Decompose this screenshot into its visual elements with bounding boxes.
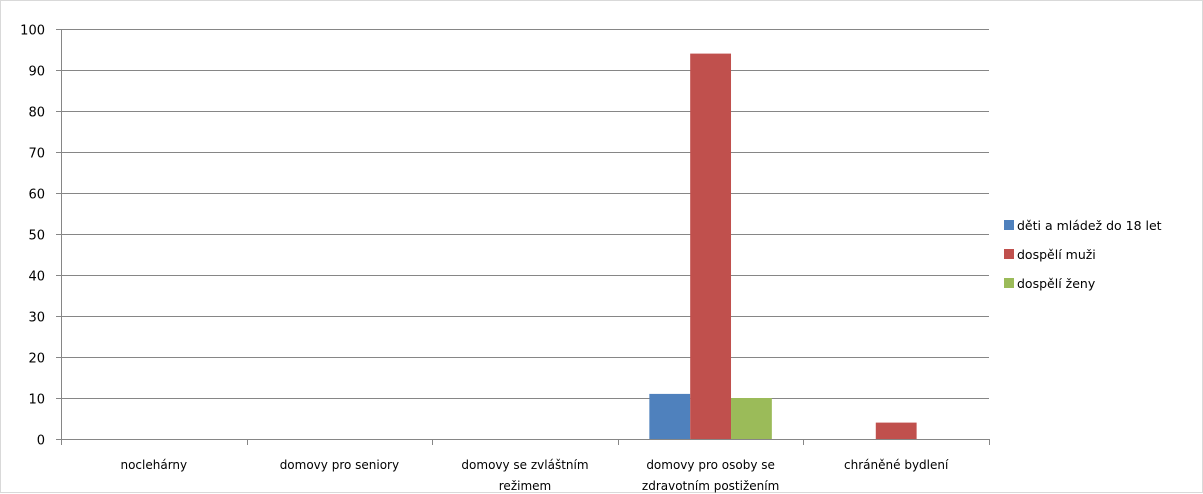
axes: 0 10 20 30 40 50 60 70 80 90 100 noclehárny domovy p… [20,24,990,493]
legend-label: dospělí ženy [1017,276,1096,291]
legend-swatch [1004,278,1014,288]
y-tick-label: 90 [28,65,45,80]
y-tick-label: 30 [28,311,45,326]
y-tick-label: 60 [28,188,45,203]
bar [731,398,772,439]
legend-swatch [1004,220,1014,230]
bars [649,53,917,439]
gridlines [61,29,989,399]
y-tick-label: 80 [28,106,45,121]
y-tick-label: 10 [28,393,45,408]
legend-label: děti a mládež do 18 let [1017,218,1162,233]
y-tick-label: 70 [28,147,45,162]
bar [690,53,732,439]
legend-label: dospělí muži [1017,247,1096,262]
y-tick-label: 100 [20,24,45,39]
y-tick-label: 0 [37,434,45,449]
legend: děti a mládež do 18 let dospělí muži dospě… [1004,218,1162,291]
y-tick-label: 20 [28,352,45,367]
x-category-label: noclehárny [120,458,187,472]
x-category-label: zdravotním postižením [642,479,779,493]
x-category-label: domovy pro seniory [280,458,399,472]
bar [649,393,691,439]
y-tick-label: 40 [28,270,45,285]
x-category-label: chráněné bydlení [844,458,949,472]
x-category-label: domovy pro osoby se [646,458,775,472]
x-category-label: domovy se zvláštním [461,458,588,472]
y-tick-label: 50 [28,229,45,244]
bar [875,422,917,439]
legend-swatch [1004,249,1014,259]
x-category-label: režimem [499,479,551,493]
